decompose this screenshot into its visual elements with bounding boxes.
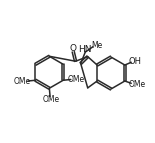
Text: OMe: OMe [68,75,85,84]
Text: Me: Me [91,41,102,50]
Text: OH: OH [129,57,142,66]
Text: OMe: OMe [13,77,31,86]
Text: OMe: OMe [128,80,146,89]
Text: HN: HN [78,45,91,54]
Text: OMe: OMe [43,96,60,105]
Text: O: O [70,44,77,53]
